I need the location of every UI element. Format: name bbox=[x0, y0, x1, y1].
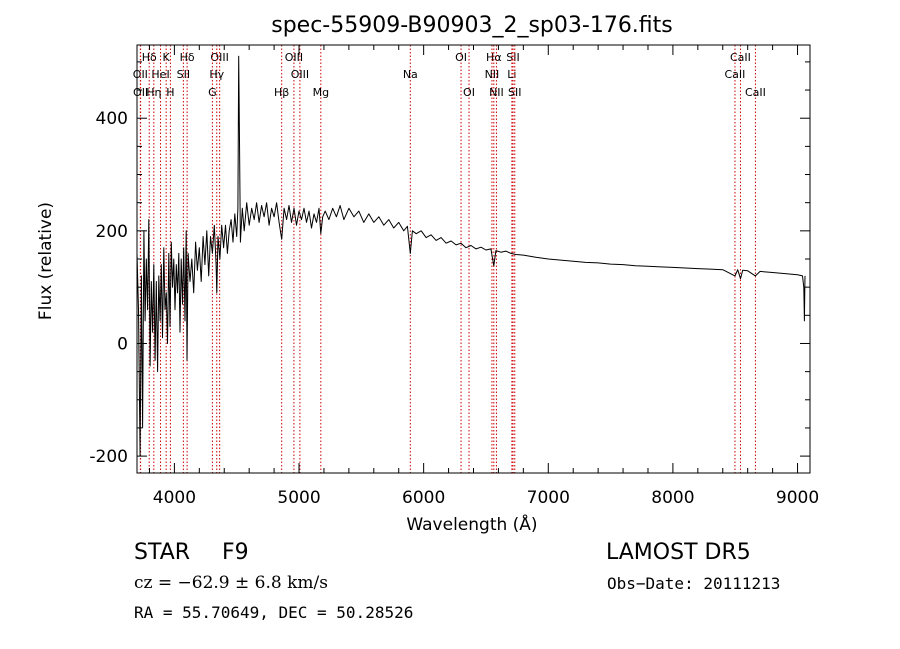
line-marker-label-17: CaII bbox=[725, 68, 746, 81]
line-marker-label-12: Hγ bbox=[209, 68, 224, 81]
x-tick-label-1: 5000 bbox=[277, 488, 320, 508]
line-marker-label-20: H bbox=[166, 86, 174, 99]
object-class: STAR bbox=[134, 540, 191, 565]
flux-series bbox=[136, 55, 806, 457]
axis-ticks: 4000 5000 6000 7000 8000 9000 -200 0 200 400 bbox=[89, 45, 819, 508]
y-tick-label-3: 400 bbox=[96, 109, 128, 129]
line-marker-label-23: Mg bbox=[313, 86, 329, 99]
line-marker-label-7: SII bbox=[506, 51, 519, 64]
line-marker-label-14: Na bbox=[403, 68, 418, 81]
data-release: LAMOST DR5 bbox=[606, 540, 751, 565]
line-marker-label-8: CaII bbox=[730, 51, 751, 64]
y-tick-label-0: -200 bbox=[89, 447, 128, 467]
x-tick-label-0: 4000 bbox=[153, 488, 196, 508]
line-marker-label-16: Li bbox=[507, 68, 516, 81]
line-marker-label-24: OI bbox=[463, 86, 475, 99]
line-marker-label-13: OIII bbox=[291, 68, 309, 81]
x-tick-label-5: 9000 bbox=[776, 488, 819, 508]
line-marker-label-26: SII bbox=[508, 86, 521, 99]
line-marker-label-25: NII bbox=[489, 86, 504, 99]
line-marker-label-22: Hβ bbox=[274, 86, 289, 99]
chart-title: spec-55909-B90903_2_sp03-176.fits bbox=[271, 13, 673, 38]
x-tick-label-3: 7000 bbox=[527, 488, 570, 508]
y-tick-label-2: 200 bbox=[96, 222, 128, 242]
line-marker-label-3: OIII bbox=[210, 51, 228, 64]
y-tick-label-1: 0 bbox=[117, 334, 128, 354]
object-subclass: F9 bbox=[222, 540, 249, 565]
line-marker-label-2: Hδ bbox=[180, 51, 195, 64]
sky-coordinates: RA = 55.70649, DEC = 50.28526 bbox=[134, 603, 414, 622]
flux-line-0 bbox=[136, 55, 806, 457]
x-axis-label: Wavelength (Å) bbox=[406, 513, 537, 535]
line-marker-label-27: CaII bbox=[745, 86, 766, 99]
observation-date: Obs−Date: 20111213 bbox=[607, 574, 781, 593]
line-marker-label-11: SII bbox=[177, 68, 190, 81]
line-marker-label-0: Hδ bbox=[142, 51, 157, 64]
line-marker-label-4: OIII bbox=[285, 51, 303, 64]
line-marker-label-15: NII bbox=[485, 68, 500, 81]
line-marker-label-19: Hη bbox=[146, 86, 161, 99]
x-tick-label-2: 6000 bbox=[402, 488, 445, 508]
x-tick-label-4: 8000 bbox=[651, 488, 694, 508]
line-marker-label-6: Hα bbox=[486, 51, 502, 64]
line-marker-label-21: G bbox=[208, 86, 217, 99]
line-marker-label-1: K bbox=[163, 51, 171, 64]
line-marker-label-5: OI bbox=[455, 51, 467, 64]
line-marker-label-10: HeI bbox=[151, 68, 169, 81]
redshift-velocity: cz = −62.9 ± 6.8 km/s bbox=[134, 573, 328, 593]
y-axis-label: Flux (relative) bbox=[36, 202, 56, 320]
